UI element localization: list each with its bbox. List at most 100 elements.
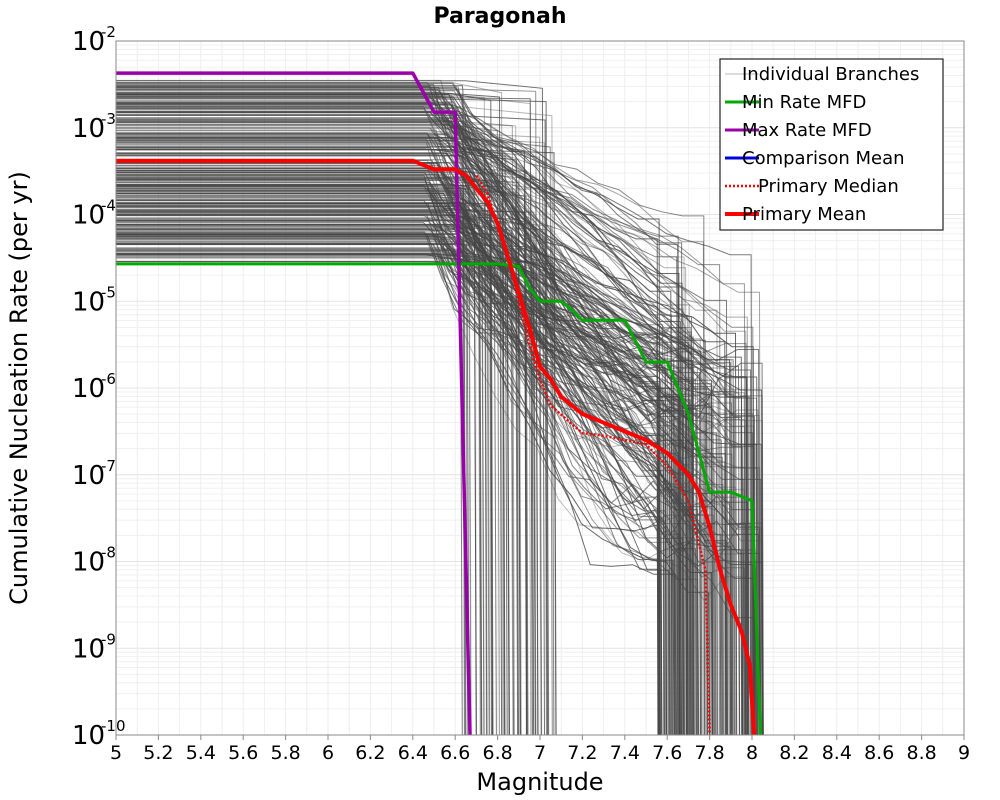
x-tick-label: 6.8 — [482, 742, 512, 764]
x-axis-ticks: 5 5.2 5.4 5.6 5.8 6 6.2 6.4 6.6 6.8 7 7.2 7.4 7.6 7.8 8… — [110, 735, 970, 764]
branch-line — [116, 104, 705, 736]
y-tick-exponent: -10 — [101, 717, 126, 735]
x-tick-label: 7 — [534, 742, 546, 764]
individual-branches — [116, 79, 764, 736]
branch-line — [116, 218, 515, 736]
branch-line — [116, 173, 692, 736]
x-tick-label: 5.8 — [270, 742, 300, 764]
branch-line — [116, 186, 701, 736]
branch-line — [116, 138, 755, 736]
branch-line — [116, 236, 708, 736]
legend: Individual Branches Min Rate MFD Max Rate … — [719, 58, 944, 231]
branch-line — [116, 92, 672, 736]
branch-line — [116, 257, 557, 736]
branch-line — [116, 92, 487, 736]
branch-line — [116, 137, 481, 736]
y-tick-exponent: -5 — [101, 283, 116, 301]
y-tick-label: 10-6 — [72, 370, 116, 404]
branch-line — [116, 106, 670, 736]
branch-line — [116, 125, 693, 736]
branch-line — [116, 114, 548, 736]
branch-line — [116, 255, 514, 736]
branch-line — [116, 127, 745, 736]
y-tick-exponent: -4 — [101, 197, 116, 215]
branch-line — [116, 79, 735, 736]
y-tick-label: 10-2 — [72, 23, 116, 57]
branch-line — [116, 202, 493, 736]
branch-line — [116, 241, 539, 736]
x-tick-label: 8 — [746, 742, 758, 764]
x-tick-label: 8.4 — [822, 742, 852, 764]
branch-line — [116, 247, 757, 736]
branch-line — [116, 159, 663, 736]
branch-line — [116, 111, 661, 736]
x-tick-label: 7.4 — [610, 742, 640, 764]
y-tick-label: 10-10 — [72, 717, 126, 751]
branch-line — [116, 111, 711, 736]
y-tick-exponent: -3 — [101, 110, 116, 128]
branch-line — [116, 109, 719, 736]
branch-line — [116, 93, 494, 736]
branch-line — [116, 232, 748, 736]
x-tick-label: 8.6 — [864, 742, 894, 764]
branch-line — [116, 194, 713, 736]
y-tick-base: 10 — [72, 287, 105, 317]
branch-line — [116, 236, 734, 736]
y-tick-base: 10 — [72, 634, 105, 664]
y-axis-ticks: 10-210-310-410-510-610-710-810-910-10 — [72, 23, 126, 751]
x-tick-label: 6 — [322, 742, 334, 764]
y-tick-exponent: -9 — [101, 630, 116, 648]
branch-line — [116, 103, 555, 736]
y-tick-exponent: -7 — [101, 457, 116, 475]
x-tick-label: 5 — [110, 742, 122, 764]
branch-line — [116, 101, 681, 736]
x-tick-label: 6.6 — [440, 742, 470, 764]
x-tick-label: 5.6 — [228, 742, 258, 764]
y-tick-base: 10 — [72, 548, 105, 578]
x-tick-label: 7.8 — [694, 742, 724, 764]
x-axis-label: Magnitude — [476, 768, 603, 796]
branch-line — [116, 198, 493, 736]
branch-line — [116, 254, 510, 736]
branch-line — [116, 120, 715, 736]
series-line-primary-mean — [116, 158, 757, 736]
x-tick-label: 8.8 — [906, 742, 936, 764]
x-tick-label: 5.4 — [186, 742, 216, 764]
branch-line — [116, 102, 752, 736]
branch-line — [116, 238, 750, 736]
y-tick-exponent: -2 — [101, 23, 116, 41]
legend-label: Primary Mean — [742, 204, 866, 225]
y-tick-exponent: -8 — [101, 544, 116, 562]
branch-line — [116, 97, 533, 736]
x-tick-label: 6.2 — [355, 742, 385, 764]
branch-line — [116, 193, 682, 736]
legend-label: Individual Branches — [742, 64, 919, 85]
branch-line — [116, 195, 663, 736]
branch-line — [116, 87, 687, 736]
x-tick-label: 6.4 — [398, 742, 428, 764]
branch-line — [116, 183, 528, 736]
series-line-primary-median — [475, 174, 711, 736]
branch-line — [116, 203, 485, 736]
chart-title: Paragonah — [433, 4, 566, 29]
branch-line — [116, 241, 764, 736]
branch-line — [116, 203, 699, 736]
x-tick-label: 7.6 — [652, 742, 682, 764]
branch-line — [116, 203, 675, 736]
branch-line — [116, 178, 492, 736]
legend-box — [719, 58, 944, 231]
branch-line — [116, 188, 535, 736]
legend-label: Max Rate MFD — [742, 120, 872, 141]
legend-label: Comparison Mean — [742, 148, 905, 169]
branch-line — [116, 170, 522, 736]
branch-line — [116, 250, 756, 736]
branch-line — [116, 81, 505, 736]
branch-line — [116, 193, 532, 736]
branch-line — [116, 186, 488, 736]
branch-line — [116, 190, 762, 736]
x-tick-label: 7.2 — [567, 742, 597, 764]
y-tick-label: 10-7 — [72, 457, 116, 491]
x-tick-label: 8.2 — [779, 742, 809, 764]
y-tick-exponent: -6 — [101, 370, 116, 388]
